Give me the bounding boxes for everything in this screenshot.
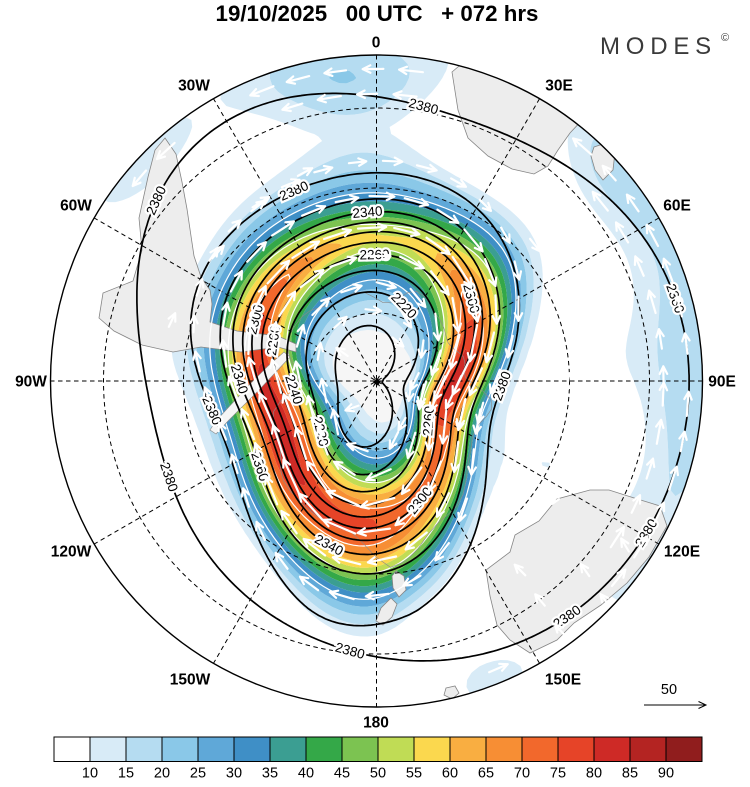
svg-text:35: 35 — [262, 766, 278, 782]
svg-text:60E: 60E — [663, 198, 691, 215]
svg-text:19/10/2025 00 UTC + 072 hr: 19/10/2025 00 UTC + 072 hrs — [216, 1, 539, 26]
svg-text:120W: 120W — [51, 544, 92, 561]
svg-text:25: 25 — [190, 766, 206, 782]
svg-text:15: 15 — [118, 766, 134, 782]
svg-text:90W: 90W — [15, 374, 47, 391]
svg-text:©: © — [721, 32, 729, 44]
svg-text:30: 30 — [226, 766, 242, 782]
svg-text:0: 0 — [372, 35, 381, 52]
svg-text:65: 65 — [478, 766, 494, 782]
svg-text:60W: 60W — [60, 198, 92, 215]
svg-text:50: 50 — [661, 682, 677, 698]
svg-text:90E: 90E — [708, 374, 736, 391]
svg-text:150E: 150E — [545, 672, 581, 689]
svg-text:150W: 150W — [170, 672, 211, 689]
svg-text:40: 40 — [298, 766, 314, 782]
svg-text:30E: 30E — [545, 78, 573, 95]
svg-text:50: 50 — [370, 766, 386, 782]
svg-text:90: 90 — [658, 766, 674, 782]
svg-text:70: 70 — [514, 766, 530, 782]
svg-text:80: 80 — [586, 766, 602, 782]
svg-text:10: 10 — [82, 766, 98, 782]
svg-text:120E: 120E — [664, 544, 700, 561]
svg-text:60: 60 — [442, 766, 458, 782]
svg-text:45: 45 — [334, 766, 350, 782]
svg-text:85: 85 — [622, 766, 638, 782]
svg-text:MODES: MODES — [600, 33, 717, 60]
svg-text:20: 20 — [154, 766, 170, 782]
svg-text:30W: 30W — [178, 78, 210, 95]
svg-text:75: 75 — [550, 766, 566, 782]
svg-text:2260: 2260 — [359, 247, 389, 263]
svg-text:180: 180 — [363, 715, 389, 732]
svg-text:2340: 2340 — [352, 203, 383, 221]
svg-text:55: 55 — [406, 766, 422, 782]
svg-text:2260: 2260 — [420, 406, 437, 437]
